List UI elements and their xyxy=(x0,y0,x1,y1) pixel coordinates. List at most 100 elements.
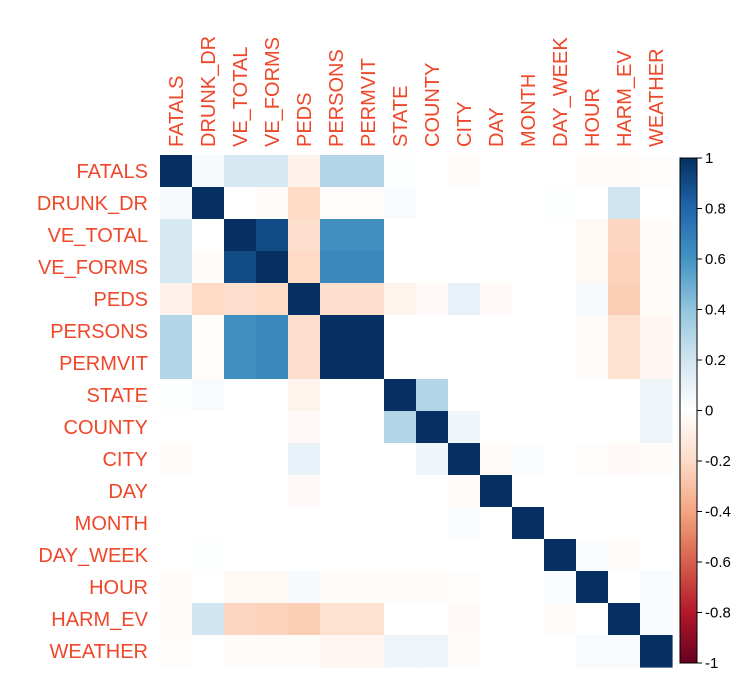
heatmap-cell-fatals-persons xyxy=(320,155,353,188)
heatmap-cell-peds-fatals xyxy=(160,283,193,316)
heatmap-cell-day_week-month xyxy=(512,539,545,572)
heatmap-cell-county-drunk_dr xyxy=(192,411,225,444)
column-label-city: CITY xyxy=(454,101,476,147)
heatmap-cell-weather-month xyxy=(512,635,545,668)
heatmap-cell-ve_forms-harm_ev xyxy=(608,251,641,284)
heatmap-cell-permvit-ve_total xyxy=(224,347,257,380)
heatmap-cell-hour-month xyxy=(512,571,545,604)
heatmap-cell-hour-persons xyxy=(320,571,353,604)
heatmap-cell-day-day_week xyxy=(544,475,577,508)
heatmap-cell-hour-peds xyxy=(288,571,321,604)
heatmap-cell-peds-harm_ev xyxy=(608,283,641,316)
heatmap-cell-permvit-month xyxy=(512,347,545,380)
colorbar-tick-label: 0.2 xyxy=(705,352,726,369)
heatmap-cell-state-drunk_dr xyxy=(192,379,225,412)
heatmap-cell-harm_ev-permvit xyxy=(352,603,385,636)
heatmap-cell-county-permvit xyxy=(352,411,385,444)
heatmap-cell-persons-harm_ev xyxy=(608,315,641,348)
heatmap-cell-ve_total-peds xyxy=(288,219,321,252)
heatmap-cell-city-day_week xyxy=(544,443,577,476)
heatmap-cell-ve_forms-ve_total xyxy=(224,251,257,284)
heatmap-cell-day_week-ve_total xyxy=(224,539,257,572)
heatmap-cell-ve_total-ve_forms xyxy=(256,219,289,252)
column-label-hour: HOUR xyxy=(582,88,604,147)
heatmap-cell-county-weather xyxy=(640,411,673,444)
heatmap-cell-day_week-permvit xyxy=(352,539,385,572)
heatmap-cell-permvit-day_week xyxy=(544,347,577,380)
heatmap-cell-fatals-day xyxy=(480,155,513,188)
colorbar-tick-label: 0.6 xyxy=(705,251,726,268)
heatmap-cell-peds-ve_forms xyxy=(256,283,289,316)
row-label-ve_forms: VE_FORMS xyxy=(38,257,148,279)
row-label-peds: PEDS xyxy=(94,289,148,311)
column-label-drunk_dr: DRUNK_DR xyxy=(198,36,220,147)
heatmap-cell-weather-county xyxy=(416,635,449,668)
heatmap-cell-drunk_dr-month xyxy=(512,187,545,220)
colorbar-tick-label: 0 xyxy=(705,403,713,420)
heatmap-cell-fatals-ve_forms xyxy=(256,155,289,188)
heatmap-cell-city-county xyxy=(416,443,449,476)
heatmap-cell-month-permvit xyxy=(352,507,385,540)
heatmap-cell-weather-city xyxy=(448,635,481,668)
heatmap-cell-fatals-peds xyxy=(288,155,321,188)
heatmap-cell-ve_total-state xyxy=(384,219,417,252)
heatmap-cell-day_week-day_week xyxy=(544,539,577,572)
heatmap-cell-drunk_dr-day_week xyxy=(544,187,577,220)
heatmap-cell-peds-day xyxy=(480,283,513,316)
heatmap-cell-harm_ev-peds xyxy=(288,603,321,636)
heatmap-cell-harm_ev-day_week xyxy=(544,603,577,636)
heatmap-cell-ve_forms-drunk_dr xyxy=(192,251,225,284)
heatmap-cell-month-state xyxy=(384,507,417,540)
heatmap-cell-day-month xyxy=(512,475,545,508)
heatmap-cell-fatals-fatals xyxy=(160,155,193,188)
heatmap-cell-drunk_dr-state xyxy=(384,187,417,220)
heatmap-cell-harm_ev-city xyxy=(448,603,481,636)
heatmap-cell-county-hour xyxy=(576,411,609,444)
heatmap-cell-month-persons xyxy=(320,507,353,540)
heatmap-cell-hour-day_week xyxy=(544,571,577,604)
heatmap-cell-ve_forms-state xyxy=(384,251,417,284)
heatmap-cell-month-city xyxy=(448,507,481,540)
heatmap-cell-persons-ve_forms xyxy=(256,315,289,348)
heatmap-cell-harm_ev-county xyxy=(416,603,449,636)
heatmap-cell-county-persons xyxy=(320,411,353,444)
heatmap-cell-day_week-state xyxy=(384,539,417,572)
heatmap-cell-weather-weather xyxy=(640,635,673,668)
heatmap-cell-day_week-harm_ev xyxy=(608,539,641,572)
heatmap-cell-drunk_dr-harm_ev xyxy=(608,187,641,220)
row-label-month: MONTH xyxy=(75,513,148,535)
heatmap-cell-drunk_dr-ve_total xyxy=(224,187,257,220)
heatmap-cell-hour-ve_forms xyxy=(256,571,289,604)
heatmap-cell-day-ve_total xyxy=(224,475,257,508)
column-label-fatals: FATALS xyxy=(166,75,188,147)
heatmap-cell-permvit-weather xyxy=(640,347,673,380)
heatmap-cell-weather-drunk_dr xyxy=(192,635,225,668)
heatmap-cell-fatals-county xyxy=(416,155,449,188)
heatmap-cell-fatals-ve_total xyxy=(224,155,257,188)
heatmap-cell-state-hour xyxy=(576,379,609,412)
heatmap-cell-ve_forms-ve_forms xyxy=(256,251,289,284)
heatmap-cell-month-ve_total xyxy=(224,507,257,540)
heatmap-cell-day_week-peds xyxy=(288,539,321,572)
heatmap-cell-weather-ve_total xyxy=(224,635,257,668)
heatmap-cell-weather-persons xyxy=(320,635,353,668)
colorbar-tick-label: -0.8 xyxy=(705,605,731,622)
heatmap-cell-hour-state xyxy=(384,571,417,604)
heatmap-cell-hour-drunk_dr xyxy=(192,571,225,604)
row-label-hour: HOUR xyxy=(89,577,148,599)
heatmap-cell-harm_ev-hour xyxy=(576,603,609,636)
heatmap-cell-permvit-permvit xyxy=(352,347,385,380)
heatmap-cell-day_week-fatals xyxy=(160,539,193,572)
heatmap-cell-ve_forms-day_week xyxy=(544,251,577,284)
heatmap-cell-month-harm_ev xyxy=(608,507,641,540)
heatmap-cell-persons-day xyxy=(480,315,513,348)
column-label-day: DAY xyxy=(486,107,508,147)
heatmap-cell-day_week-weather xyxy=(640,539,673,572)
heatmap-cell-month-hour xyxy=(576,507,609,540)
heatmap-cell-month-day_week xyxy=(544,507,577,540)
heatmap-cell-persons-month xyxy=(512,315,545,348)
colorbar-tick-label: 0.4 xyxy=(705,302,726,319)
heatmap-cell-hour-ve_total xyxy=(224,571,257,604)
heatmap-cell-county-day xyxy=(480,411,513,444)
heatmap-cell-city-drunk_dr xyxy=(192,443,225,476)
